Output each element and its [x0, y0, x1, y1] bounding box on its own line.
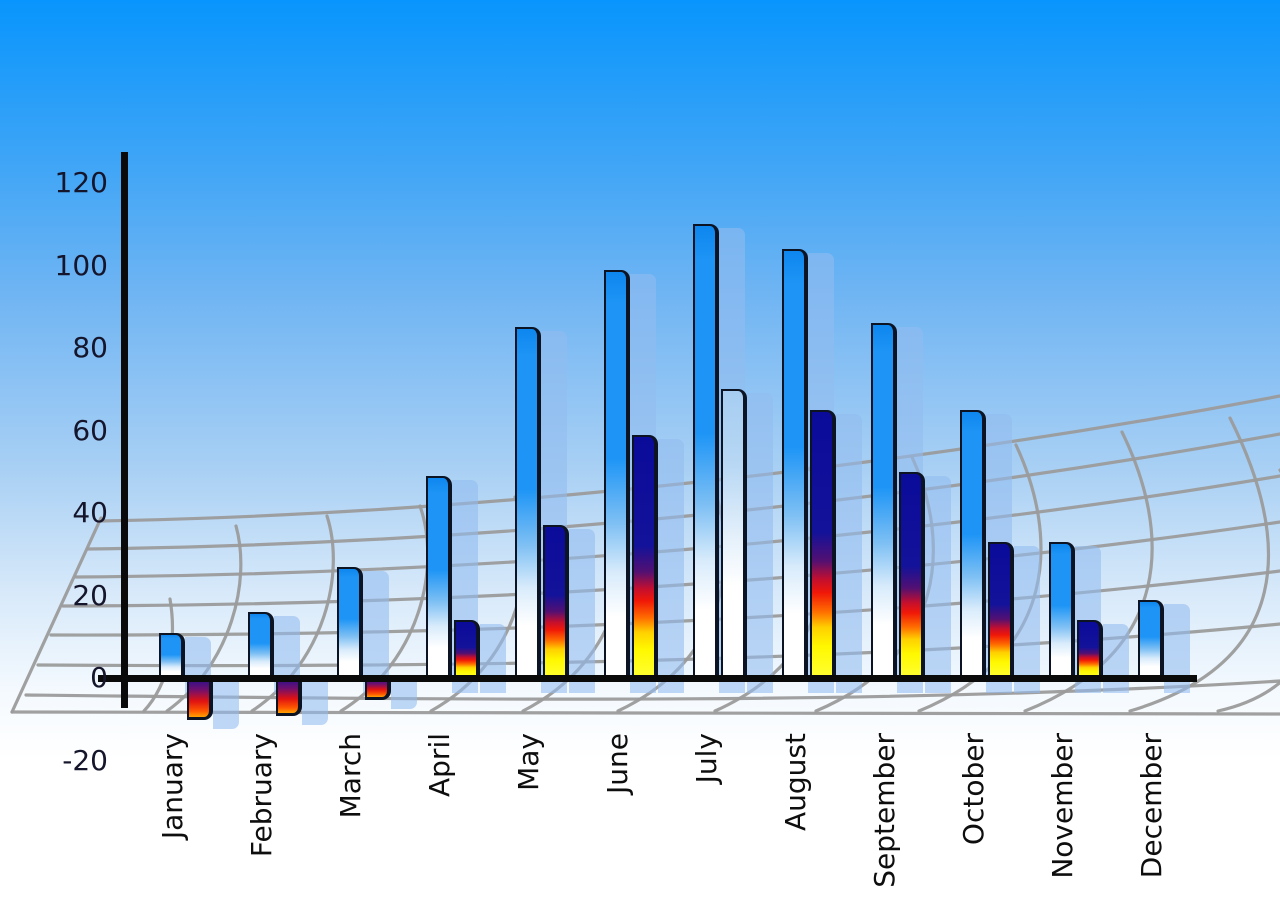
bar-january-series1 — [159, 632, 185, 678]
y-axis-label-20: 20 — [72, 578, 108, 612]
bar-july-series2 — [721, 389, 747, 678]
bar-february-series1 — [248, 612, 274, 678]
bar-november-series1 — [1049, 541, 1075, 678]
bar-march-series1 — [337, 566, 363, 678]
x-axis-line — [98, 675, 1197, 682]
echo-bar-october-series2 — [1014, 545, 1040, 693]
bar-september-series1 — [871, 323, 897, 678]
bar-july-series1 — [693, 224, 719, 678]
y-axis-line — [121, 152, 128, 708]
bar-august-series1 — [782, 249, 808, 678]
echo-bar-february-series2 — [302, 681, 328, 726]
echo-bar-november-series2 — [1103, 624, 1129, 693]
bar-december-series1 — [1138, 599, 1164, 678]
bar-april-series1 — [426, 475, 452, 678]
bar-june-series1 — [604, 269, 630, 678]
y-axis-label-120: 120 — [54, 166, 108, 199]
echo-bar-september-series2 — [925, 475, 951, 693]
y-axis-label--20: -20 — [62, 743, 108, 777]
month-label-april: April — [423, 733, 456, 797]
y-axis-label-100: 100 — [54, 248, 108, 282]
bar-october-series1 — [960, 409, 986, 678]
month-label-september: September — [868, 733, 901, 888]
echo-bar-march-series2 — [391, 681, 417, 709]
bar-february-series2 — [276, 679, 302, 717]
month-label-july: July — [690, 733, 723, 784]
y-axis-label-60: 60 — [72, 413, 108, 447]
y-axis-label-80: 80 — [72, 331, 108, 364]
y-axis-label-40: 40 — [72, 496, 108, 529]
bar-august-series2 — [810, 409, 836, 678]
month-label-december: December — [1135, 733, 1168, 879]
bar-june-series2 — [632, 434, 658, 678]
month-label-may: May — [512, 733, 545, 791]
echo-bar-august-series2 — [836, 413, 862, 693]
month-label-january: January — [156, 733, 189, 840]
floor-edge-left — [10, 516, 103, 714]
month-label-february: February — [245, 733, 278, 858]
bar-january-series2 — [187, 679, 213, 721]
month-label-march: March — [334, 733, 367, 819]
echo-bar-july-series2 — [747, 393, 773, 693]
echo-bar-june-series2 — [658, 438, 684, 693]
month-label-november: November — [1046, 733, 1079, 879]
month-label-june: June — [601, 733, 634, 794]
bar-october-series2 — [988, 541, 1014, 678]
echo-bar-may-series2 — [569, 529, 595, 693]
echo-bar-march-series1 — [363, 570, 389, 693]
echo-bar-april-series2 — [480, 624, 506, 693]
bar-may-series1 — [515, 327, 541, 678]
bar-april-series2 — [454, 620, 480, 678]
bar-may-series2 — [543, 525, 569, 678]
y-axis-label-0: 0 — [90, 661, 108, 694]
month-label-october: October — [957, 733, 990, 846]
bar-november-series2 — [1077, 620, 1103, 678]
bar-september-series2 — [899, 471, 925, 678]
month-label-august: August — [779, 733, 812, 831]
bar-march-series2 — [365, 679, 391, 700]
echo-bar-january-series2 — [213, 681, 239, 730]
